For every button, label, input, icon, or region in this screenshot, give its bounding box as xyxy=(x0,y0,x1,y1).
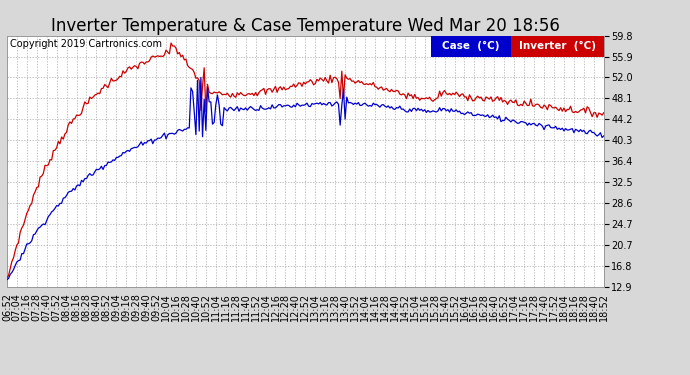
Text: Copyright 2019 Cartronics.com: Copyright 2019 Cartronics.com xyxy=(10,39,162,50)
Text: Inverter  (°C): Inverter (°C) xyxy=(519,41,595,51)
Text: Case  (°C): Case (°C) xyxy=(442,41,500,51)
Title: Inverter Temperature & Case Temperature Wed Mar 20 18:56: Inverter Temperature & Case Temperature … xyxy=(51,18,560,36)
